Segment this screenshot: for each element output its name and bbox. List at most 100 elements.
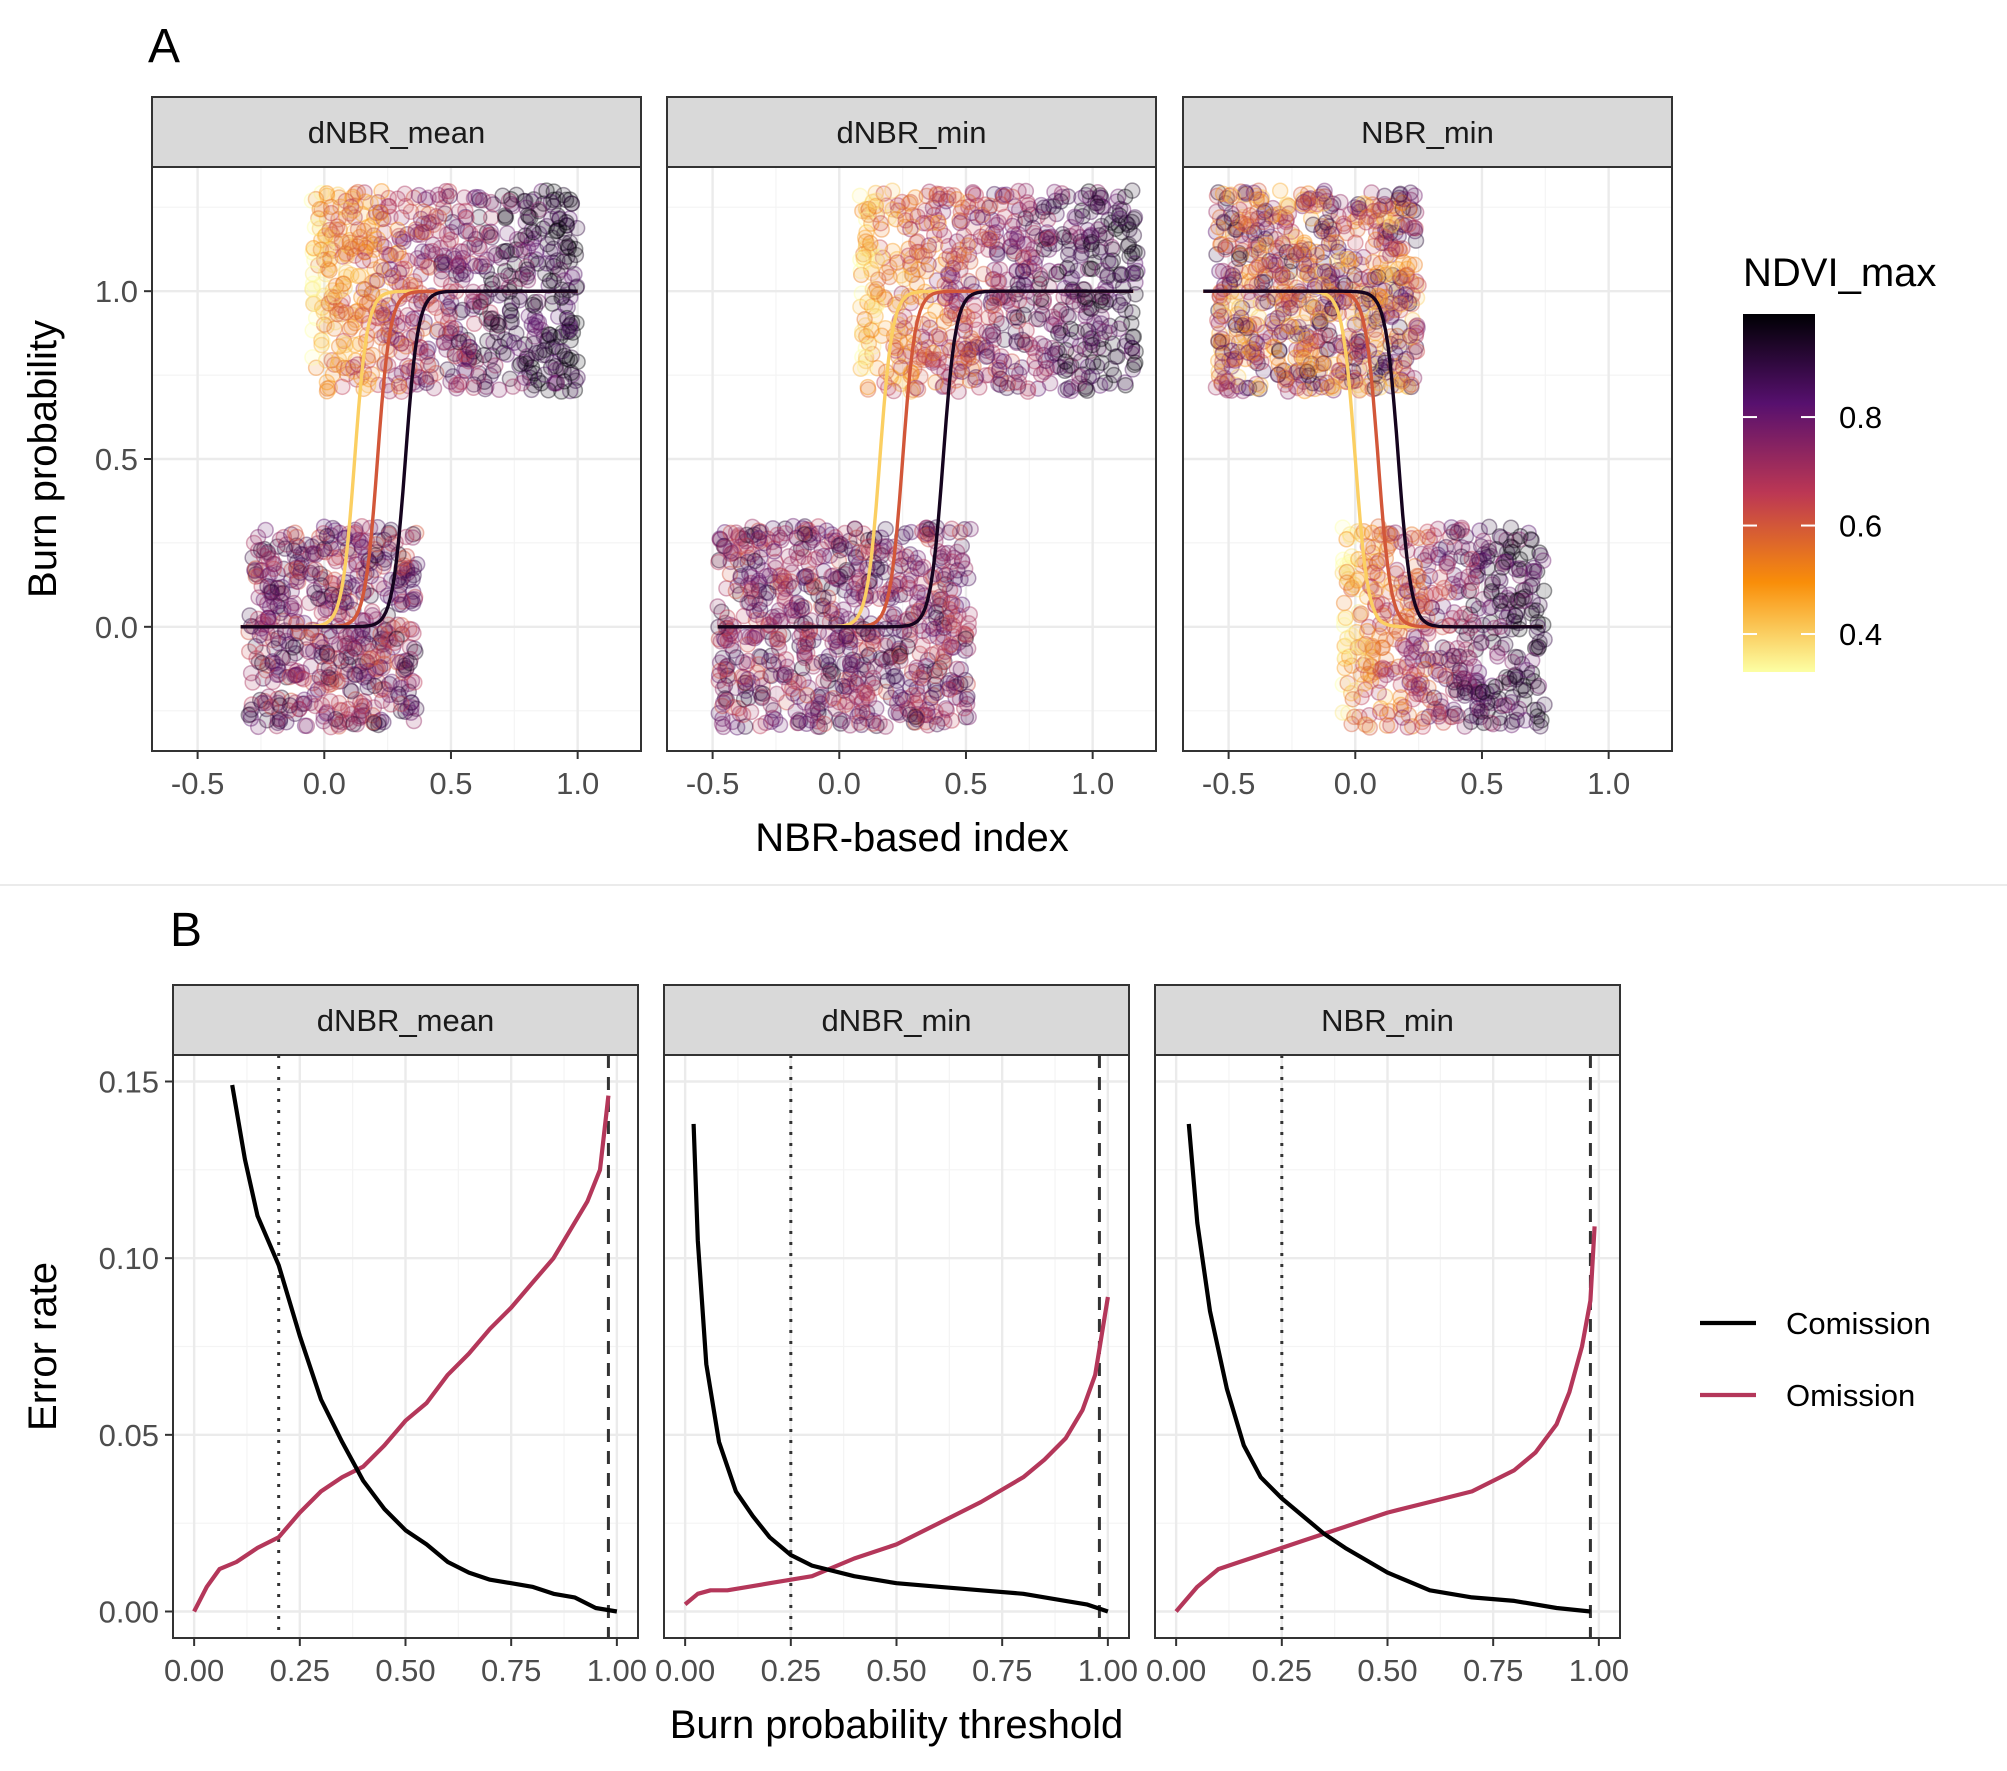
data-point: [549, 252, 566, 269]
data-point: [931, 190, 949, 208]
data-point: [1335, 594, 1353, 612]
data-point: [331, 302, 349, 320]
data-point: [1061, 357, 1078, 375]
data-point: [320, 669, 337, 686]
data-point: [1054, 226, 1071, 243]
data-point: [559, 298, 576, 316]
data-point: [436, 333, 453, 351]
data-point: [838, 678, 855, 696]
data-point: [492, 272, 509, 290]
data-point: [313, 644, 331, 662]
data-point: [395, 661, 412, 678]
data-point: [567, 246, 585, 264]
data-point: [850, 670, 867, 687]
data-point: [299, 629, 316, 646]
x-tick-label: 0.50: [1357, 1653, 1417, 1688]
data-point: [555, 362, 572, 379]
data-point: [561, 318, 578, 335]
data-point: [841, 670, 858, 688]
data-point: [351, 657, 368, 675]
data-point: [379, 197, 397, 215]
data-point: [318, 705, 335, 722]
data-point: [767, 553, 784, 571]
data-point: [805, 632, 822, 649]
data-point: [886, 605, 903, 623]
data-point: [788, 530, 806, 547]
data-point: [1357, 681, 1374, 699]
data-point: [1278, 198, 1295, 215]
facet-strip: [151, 96, 642, 168]
data-point: [860, 206, 877, 224]
data-point: [398, 547, 416, 565]
data-point: [525, 335, 542, 353]
data-point: [366, 714, 383, 732]
x-tick-label: 0.5: [429, 766, 472, 801]
data-point: [295, 695, 313, 712]
data-point: [352, 663, 369, 681]
data-point: [465, 343, 482, 360]
data-point: [1096, 374, 1114, 391]
data-point: [746, 630, 763, 647]
data-point: [547, 338, 565, 356]
data-point: [737, 677, 754, 695]
data-point: [548, 374, 566, 391]
data-point: [802, 566, 819, 583]
data-point: [887, 210, 905, 228]
data-point: [386, 634, 404, 652]
data-point: [500, 192, 518, 210]
data-point: [769, 631, 787, 648]
data-point: [957, 626, 974, 643]
data-point: [924, 620, 942, 638]
data-point: [914, 622, 932, 640]
data-point: [467, 352, 485, 369]
data-point: [349, 183, 367, 201]
data-point: [486, 245, 503, 262]
data-point: [244, 549, 261, 566]
data-point: [955, 246, 972, 264]
data-point: [1111, 266, 1129, 284]
data-point: [404, 571, 421, 588]
data-point: [912, 560, 929, 578]
data-point: [749, 664, 766, 681]
data-point: [349, 238, 366, 255]
data-point: [904, 604, 922, 621]
data-point: [394, 653, 411, 670]
data-point: [943, 520, 960, 537]
data-point: [403, 591, 421, 608]
data-point: [800, 679, 817, 696]
data-point: [819, 533, 836, 550]
data-point: [364, 346, 381, 364]
data-point: [368, 611, 385, 628]
data-point: [322, 671, 340, 688]
data-point: [943, 303, 960, 320]
data-point: [372, 681, 389, 699]
data-point: [928, 609, 945, 627]
data-point: [1082, 333, 1099, 351]
data-point: [982, 197, 999, 215]
data-point: [313, 336, 330, 354]
data-point: [959, 688, 976, 705]
data-point: [323, 226, 341, 243]
data-point: [816, 708, 833, 726]
data-point: [988, 241, 1006, 258]
data-point: [265, 555, 282, 573]
data-point: [322, 718, 339, 736]
data-point: [945, 187, 963, 204]
data-point: [788, 544, 805, 561]
data-point: [759, 616, 777, 634]
data-point: [359, 679, 376, 696]
data-point: [861, 241, 878, 258]
data-point: [286, 602, 303, 619]
x-tick-label: 0.0: [818, 766, 861, 801]
data-point: [816, 715, 833, 733]
data-point: [420, 243, 437, 261]
y-tick-label: 0.0: [95, 610, 138, 645]
data-point: [363, 650, 380, 667]
data-point: [1060, 308, 1077, 326]
data-point: [876, 289, 893, 306]
data-point: [286, 549, 304, 566]
data-point: [909, 584, 926, 601]
data-point: [393, 679, 410, 697]
x-tick-label: 1.0: [1071, 766, 1114, 801]
data-point: [731, 705, 749, 722]
